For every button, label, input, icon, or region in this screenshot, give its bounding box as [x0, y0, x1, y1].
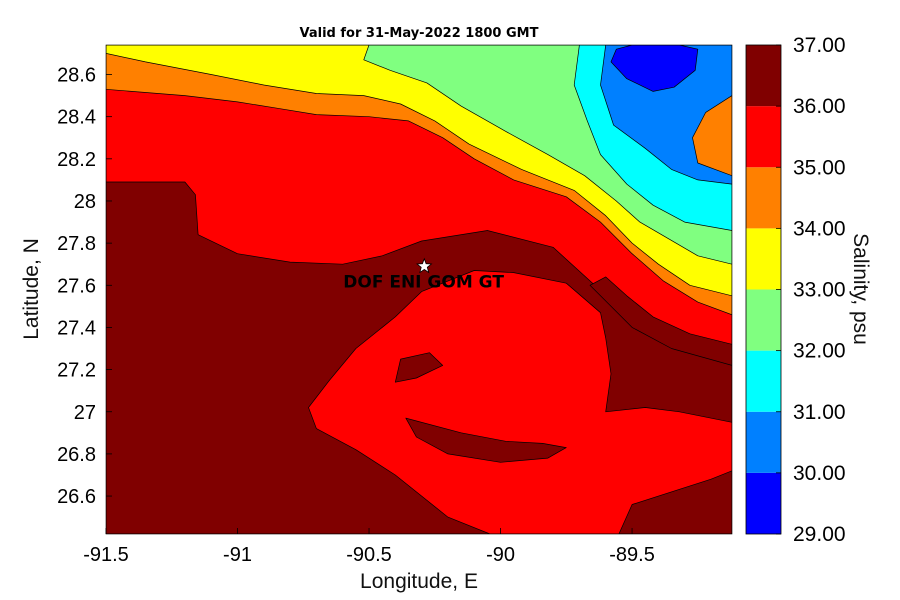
colorbar-segment-3 [746, 289, 781, 351]
y-tick-label-5: 27.6 [57, 275, 96, 297]
contour-region-5 [589, 276, 732, 366]
station-marker-group: DOF ENI GOM GT [343, 257, 504, 292]
y-tick-label-2: 27 [74, 402, 96, 424]
y-tick-label-1: 26.8 [57, 444, 96, 466]
y-tick-label-3: 27.2 [57, 360, 96, 382]
colorbar-tick-label-5: 34.00 [793, 217, 846, 240]
colorbar-tick-label-0: 29.00 [793, 523, 846, 546]
colorbar-tick-label-7: 36.00 [793, 95, 846, 118]
colorbar-segment-0 [746, 472, 781, 534]
y-axis: 26.6 26.8 27 27.2 27.4 27.6 27.8 28 28.2 28.4 28.6 [57, 65, 112, 508]
x-tick-label-1: -91 [223, 544, 252, 566]
x-tick-label-2: -90.5 [346, 544, 392, 566]
x-axis-label: Longitude, E [360, 570, 478, 593]
colorbar-tick-label-2: 31.00 [793, 401, 846, 424]
y-tick-label-9: 28.4 [57, 107, 96, 129]
x-tick-label-4: -89.5 [609, 544, 655, 566]
y-tick-label-10: 28.6 [57, 65, 96, 87]
colorbar-segment-1 [746, 411, 781, 473]
contour-region-12 [692, 95, 732, 177]
contour-region-11 [610, 45, 699, 92]
chart-title: Valid for 31-May-2022 1800 GMT [300, 26, 539, 41]
x-tick-label-0: -91.5 [83, 544, 129, 566]
y-tick-label-8: 28.2 [57, 149, 96, 171]
contour-region-4 [405, 417, 567, 463]
colorbar: 29.00 30.00 31.00 32.00 33.00 34.00 35.00 36.00… [745, 34, 846, 546]
colorbar-tick-label-3: 32.00 [793, 340, 846, 363]
colorbar-segment-2 [746, 350, 781, 412]
colorbar-segment-5 [746, 167, 781, 229]
colorbar-tick-label-4: 33.00 [793, 279, 846, 302]
y-axis-label: Latitude, N [20, 238, 43, 340]
colorbar-tick-label-8: 37.00 [793, 34, 846, 57]
contour-region-3 [394, 352, 444, 383]
plot-frame [105, 44, 733, 535]
colorbar-segment-6 [746, 106, 781, 168]
colorbar-segment-4 [746, 228, 781, 290]
station-star-icon [416, 257, 433, 274]
contour-regions [106, 45, 732, 534]
x-axis: -91.5 -91 -90.5 -90 -89.5 [83, 528, 655, 566]
contour-region-2 [308, 270, 732, 534]
y-tick-label-4: 27.4 [57, 317, 96, 339]
colorbar-tick-label-6: 35.00 [793, 156, 846, 179]
y-tick-label-6: 27.8 [57, 233, 96, 255]
x-tick-label-3: -90 [486, 544, 515, 566]
colorbar-segment-7 [746, 45, 781, 107]
station-label: DOF ENI GOM GT [343, 272, 504, 292]
y-tick-label-7: 28 [74, 191, 96, 213]
colorbar-tick-label-1: 30.00 [793, 462, 846, 485]
y-tick-label-0: 26.6 [57, 486, 96, 508]
colorbar-label: Salinity, psu [849, 233, 872, 345]
